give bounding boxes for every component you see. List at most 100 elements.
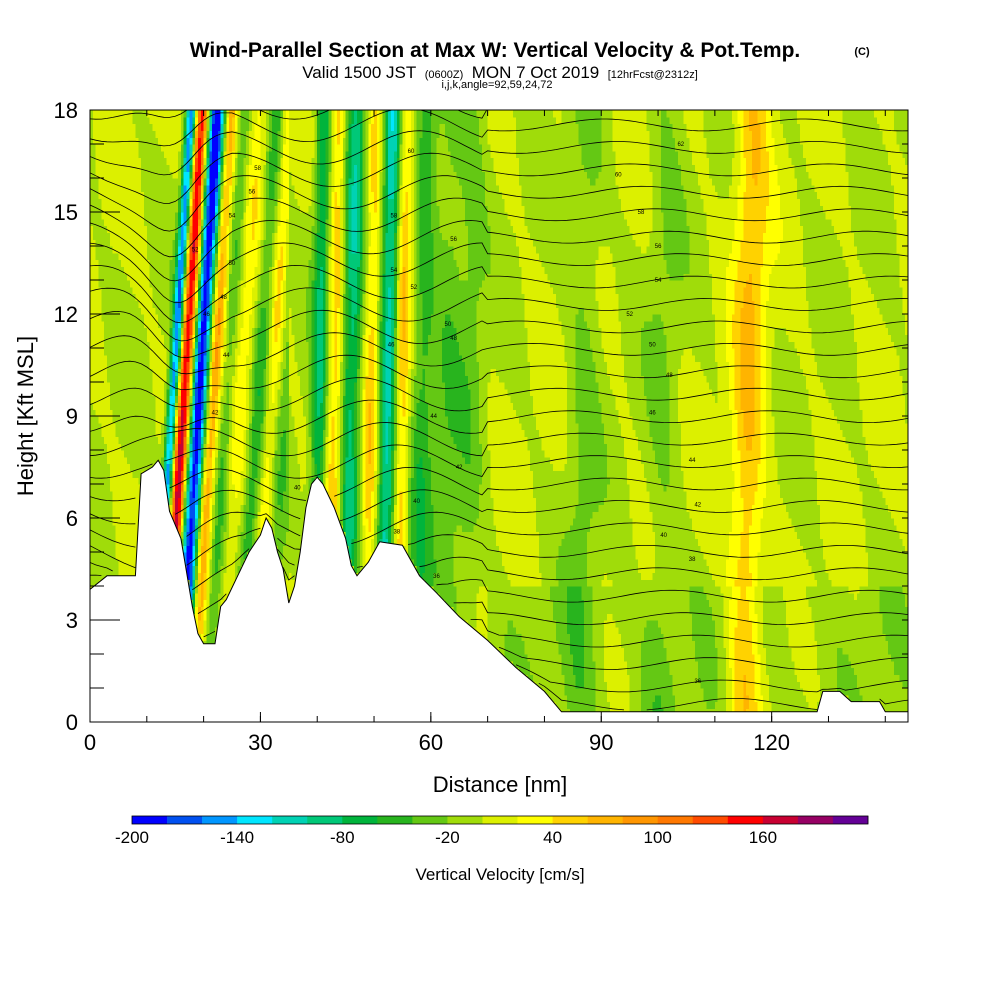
w-cell bbox=[234, 470, 239, 478]
w-cell bbox=[229, 164, 233, 172]
w-cell bbox=[183, 130, 188, 138]
w-cell bbox=[161, 266, 165, 274]
w-cell bbox=[212, 572, 216, 580]
w-cell bbox=[124, 293, 128, 301]
w-cell bbox=[237, 409, 242, 417]
w-cell bbox=[101, 524, 105, 533]
w-cell bbox=[118, 144, 122, 152]
w-cell bbox=[183, 395, 188, 403]
w-cell bbox=[240, 286, 244, 295]
w-cell bbox=[260, 246, 264, 254]
w-cell bbox=[229, 456, 233, 465]
w-cell bbox=[229, 463, 233, 471]
w-cell bbox=[158, 300, 162, 308]
w-cell bbox=[251, 443, 256, 451]
w-cell bbox=[200, 314, 205, 322]
w-cell bbox=[175, 171, 179, 179]
w-cell bbox=[183, 171, 188, 179]
w-cell bbox=[129, 388, 134, 397]
w-cell bbox=[107, 354, 111, 363]
w-cell bbox=[129, 293, 134, 301]
w-cell bbox=[229, 225, 233, 233]
w-cell bbox=[101, 477, 105, 485]
w-cell bbox=[146, 320, 151, 329]
w-cell bbox=[186, 232, 191, 240]
w-cell bbox=[166, 259, 171, 267]
w-cell bbox=[266, 198, 270, 206]
w-cell bbox=[237, 361, 242, 369]
w-cell bbox=[132, 375, 137, 383]
w-cell bbox=[98, 552, 102, 560]
w-cell bbox=[243, 531, 247, 539]
w-cell bbox=[132, 123, 137, 131]
w-cell bbox=[126, 293, 131, 301]
w-cell bbox=[195, 524, 199, 533]
w-cell bbox=[95, 314, 100, 322]
w-cell bbox=[237, 422, 242, 431]
w-cell bbox=[121, 157, 125, 165]
w-cell bbox=[209, 375, 213, 383]
w-cell bbox=[263, 171, 267, 179]
w-cell bbox=[152, 286, 156, 295]
w-cell bbox=[149, 450, 154, 458]
w-cell bbox=[98, 205, 102, 213]
w-cell bbox=[90, 572, 94, 580]
w-cell bbox=[217, 354, 222, 363]
w-cell bbox=[206, 545, 210, 553]
w-cell bbox=[195, 545, 199, 553]
w-cell bbox=[180, 266, 185, 274]
w-cell bbox=[223, 484, 227, 492]
w-cell bbox=[118, 558, 122, 567]
w-cell bbox=[263, 300, 267, 308]
w-cell bbox=[118, 388, 122, 397]
w-cell bbox=[200, 334, 205, 342]
w-cell bbox=[186, 463, 191, 471]
w-cell bbox=[234, 518, 239, 526]
w-cell bbox=[135, 524, 139, 533]
w-cell bbox=[232, 164, 236, 172]
w-cell bbox=[189, 552, 193, 560]
w-cell bbox=[109, 436, 114, 444]
w-cell bbox=[175, 246, 179, 254]
w-cell bbox=[143, 293, 148, 301]
w-cell bbox=[217, 239, 222, 247]
w-cell bbox=[98, 490, 102, 499]
w-cell bbox=[126, 402, 131, 410]
w-cell bbox=[246, 150, 250, 159]
w-cell bbox=[243, 171, 247, 179]
w-cell bbox=[214, 348, 219, 356]
w-cell bbox=[180, 518, 185, 526]
w-cell bbox=[175, 164, 179, 172]
w-cell bbox=[197, 116, 202, 125]
w-cell bbox=[260, 239, 264, 247]
w-cell bbox=[90, 388, 94, 397]
w-cell bbox=[226, 484, 230, 492]
w-cell bbox=[158, 327, 162, 335]
w-cell bbox=[178, 477, 182, 485]
w-cell bbox=[203, 164, 208, 172]
w-cell bbox=[260, 212, 264, 220]
w-cell bbox=[115, 484, 119, 492]
w-cell bbox=[155, 300, 159, 308]
w-cell bbox=[234, 463, 239, 471]
w-cell bbox=[141, 320, 145, 329]
w-cell bbox=[92, 164, 97, 172]
w-cell bbox=[178, 409, 182, 417]
w-cell bbox=[135, 110, 139, 118]
w-cell bbox=[104, 361, 108, 369]
w-cell bbox=[112, 320, 117, 329]
w-cell bbox=[212, 456, 216, 465]
w-cell bbox=[206, 388, 210, 397]
w-cell bbox=[98, 327, 102, 335]
w-cell bbox=[175, 402, 179, 410]
w-cell bbox=[109, 524, 114, 533]
w-cell bbox=[212, 266, 216, 274]
w-cell bbox=[263, 314, 267, 322]
w-cell bbox=[183, 157, 188, 165]
w-cell bbox=[109, 545, 114, 553]
w-cell bbox=[246, 205, 250, 213]
w-cell bbox=[240, 320, 244, 329]
w-cell bbox=[203, 422, 208, 431]
w-cell bbox=[192, 130, 196, 138]
w-cell bbox=[109, 144, 114, 152]
